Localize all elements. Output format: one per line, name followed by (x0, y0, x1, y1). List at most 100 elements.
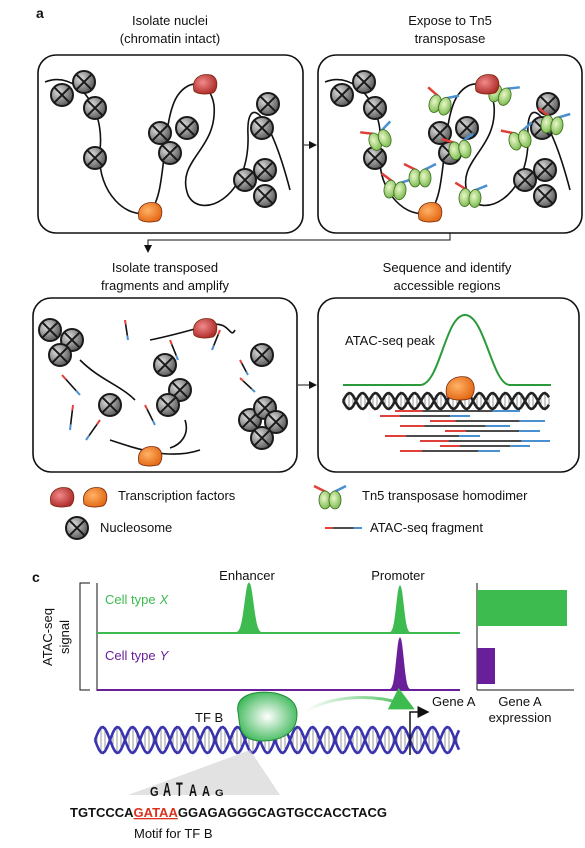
chromatin (149, 323, 236, 341)
signal-peak (386, 636, 413, 691)
fragment-end (151, 420, 156, 426)
fragment-end (126, 335, 129, 341)
nucleosome-cross (355, 73, 373, 91)
track-label: Cell type X (105, 592, 170, 607)
motif-label: Motif for TF B (134, 826, 213, 841)
annotation: ATAC-seq peak (345, 333, 435, 348)
tn5-adapter (380, 120, 392, 132)
nucleosome-cross (156, 356, 174, 374)
panel-label: c (32, 569, 40, 585)
sequence-part: TGTCCCA (70, 805, 134, 820)
dna-strand (341, 391, 551, 411)
tn5 (403, 162, 437, 188)
fragment-core (124, 324, 129, 336)
step-title: (chromatin intact) (120, 31, 220, 46)
tn5-subunit (393, 181, 407, 201)
nucleosome-cross (86, 149, 104, 167)
tn5 (427, 86, 460, 116)
fragment-end (124, 319, 127, 325)
tn5 (313, 484, 347, 510)
track-name: Cell type (105, 592, 156, 607)
sequence: TGTCCCAGATAAGGAGAGGGCAGTGCCACCTACG (70, 805, 387, 820)
legend-label: ATAC-seq fragment (370, 520, 483, 535)
fragment-core (146, 409, 154, 421)
axis-label: ATAC-seq (40, 608, 55, 666)
step-box (317, 297, 580, 473)
fragment-end (245, 371, 249, 376)
peak-label: Enhancer (219, 568, 275, 583)
logo-letter: A (202, 783, 210, 800)
fragment-end (169, 339, 173, 345)
nucleosome-cross (151, 124, 169, 142)
track-name: Cell type (105, 648, 156, 663)
legend-label: Nucleosome (100, 520, 172, 535)
fragment-end (239, 377, 244, 382)
nucleosome-cross (161, 144, 179, 162)
fragment-core (242, 380, 253, 390)
step-title: accessible regions (394, 278, 501, 293)
nucleosome-cross (256, 161, 274, 179)
fragment-end (75, 389, 81, 396)
track-variable: Y (160, 648, 170, 663)
nucleosome-cross (159, 396, 177, 414)
fragment-core (88, 423, 98, 437)
nucleosome-cross (241, 411, 259, 429)
gene-label: Gene A (432, 694, 476, 709)
nucleosome-cross (259, 95, 277, 113)
axis-label: signal (57, 620, 72, 654)
step-title: Isolate nuclei (132, 13, 208, 28)
tn5-subunit (438, 97, 452, 116)
track-label: Cell type Y (105, 648, 170, 663)
tn5-subunit (518, 129, 532, 148)
fragment-core (171, 344, 177, 356)
step-title: Isolate transposed (112, 260, 218, 275)
nucleosome-cross (236, 171, 254, 189)
transcription-factor (83, 487, 108, 508)
nucleosome-cross (536, 187, 554, 205)
transcription-factor (138, 202, 163, 223)
nucleosome-cross (333, 86, 351, 104)
tn5-subunit (497, 87, 512, 106)
tn5 (441, 132, 475, 161)
tf-b (237, 691, 298, 742)
fragment-end (85, 435, 90, 441)
tn5-subunit (550, 116, 564, 136)
fragment-end (71, 404, 74, 411)
tn5-subunit (468, 189, 482, 208)
fragment-end (239, 359, 243, 364)
chromatin (169, 419, 188, 449)
expression-bar (477, 590, 567, 626)
dna-strand (341, 391, 551, 411)
fragment-end (251, 388, 256, 393)
tn5 (500, 121, 533, 151)
signal-peak (232, 582, 266, 634)
fragment-core (69, 410, 74, 425)
legend-label: Transcription factors (118, 488, 236, 503)
tn5 (360, 120, 392, 151)
tn5-subunit (458, 139, 472, 159)
nucleosome-cross (253, 429, 271, 447)
nucleosome-cross (75, 73, 93, 91)
fragment-end (96, 419, 101, 425)
nucleosome-cross (253, 119, 271, 137)
bracket (79, 582, 90, 691)
expression-bar (477, 648, 495, 684)
transcription-factor (50, 487, 75, 508)
axis-label: Gene A (498, 694, 542, 709)
nucleosome-cross (516, 171, 534, 189)
fragment-end (217, 329, 221, 335)
nucleosome-cross (253, 346, 271, 364)
step-title: fragments and amplify (101, 278, 229, 293)
tn5-subunit (328, 490, 342, 510)
logo-letter: A (163, 780, 171, 801)
logo-letter: A (189, 782, 197, 801)
logo-letter: G (150, 784, 159, 799)
fragment-core (213, 334, 219, 346)
fragment-core (65, 378, 77, 392)
nucleosome-cross (536, 161, 554, 179)
zoom-wedge (128, 750, 280, 795)
nucleosome-cross (178, 119, 196, 137)
fragment-core (241, 362, 247, 373)
nucleosome-cross (171, 381, 189, 399)
